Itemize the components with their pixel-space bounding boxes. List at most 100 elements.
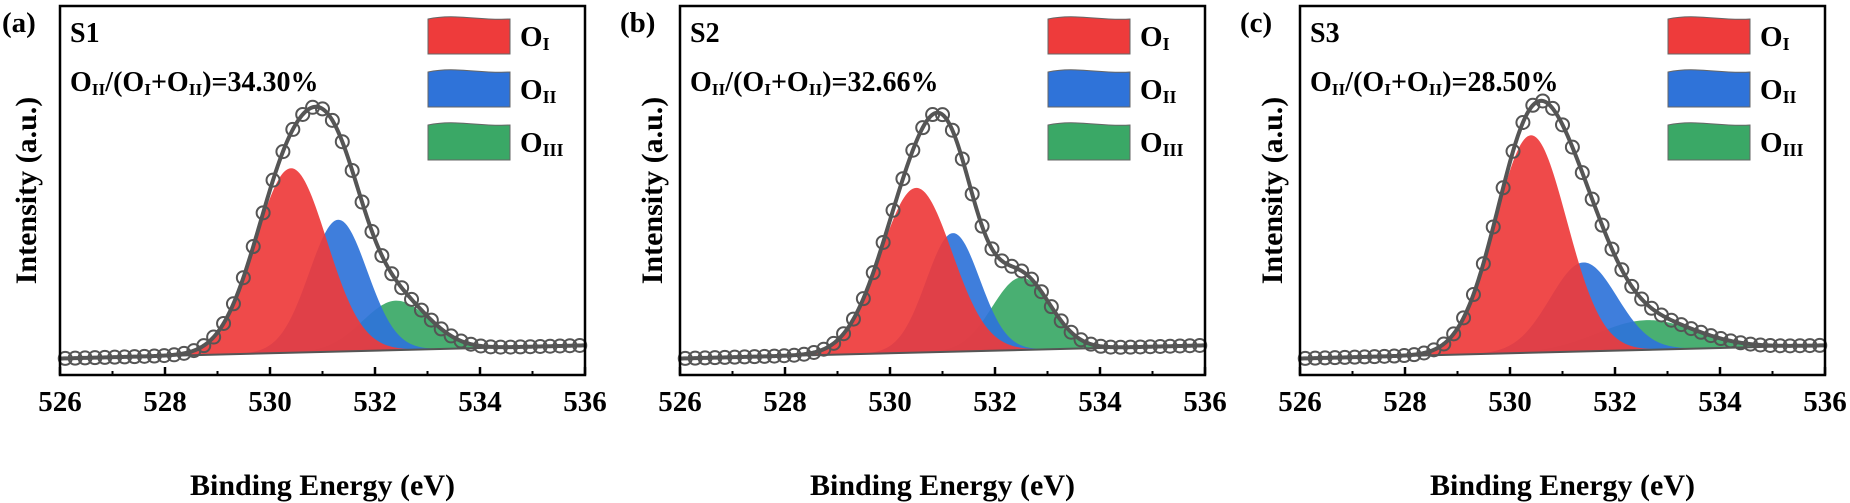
data-marker xyxy=(305,99,321,115)
data-marker xyxy=(865,265,881,281)
data-marker xyxy=(885,202,901,218)
legend-label-o-ii: OII xyxy=(1760,74,1797,107)
panel-a: 526 528 530 532 534 536 Binding Energy (eV) Int… xyxy=(2,4,607,502)
data-marker xyxy=(1485,219,1501,235)
panel-b: 526 528 530 532 534 536 Binding Energy (eV) Int… xyxy=(620,4,1227,502)
x-tick-label: 536 xyxy=(1803,386,1847,418)
legend-label-o-ii: OII xyxy=(520,74,557,107)
x-tick-label: 536 xyxy=(1183,386,1227,418)
data-marker xyxy=(423,312,439,328)
data-marker xyxy=(1505,143,1521,159)
data-marker xyxy=(1515,115,1531,130)
y-axis-label: Intensity (a.u.) xyxy=(1256,97,1289,285)
data-marker xyxy=(324,112,340,128)
data-marker xyxy=(176,345,192,361)
data-marker xyxy=(1762,337,1778,353)
data-marker xyxy=(875,234,891,250)
data-marker xyxy=(687,350,703,366)
data-marker xyxy=(117,349,133,365)
data-marker xyxy=(522,339,538,355)
data-marker xyxy=(1465,287,1481,303)
data-marker xyxy=(1043,299,1059,315)
data-marker xyxy=(1093,338,1109,354)
x-tick-label: 532 xyxy=(973,386,1017,418)
data-marker xyxy=(944,122,960,138)
data-marker xyxy=(796,346,812,362)
legend-swatch-o-iii xyxy=(1047,122,1131,161)
data-marker xyxy=(394,280,410,296)
data-marker xyxy=(727,349,743,365)
data-marker xyxy=(295,106,311,122)
legend-swatch-o-iii xyxy=(427,122,511,161)
data-marker xyxy=(344,162,360,178)
x-axis-label: Binding Energy (eV) xyxy=(1430,469,1695,502)
data-marker xyxy=(1703,328,1719,344)
legend-swatch-o-ii xyxy=(427,69,511,108)
data-marker xyxy=(1376,348,1392,364)
data-marker xyxy=(766,348,782,364)
sample-title: S2 xyxy=(690,18,720,49)
data-marker xyxy=(697,350,713,366)
data-marker xyxy=(1132,339,1148,355)
legend-swatch-o-i xyxy=(1047,16,1131,55)
peak-o-i xyxy=(1300,135,1825,359)
data-marker xyxy=(1317,350,1333,366)
data-marker xyxy=(786,347,802,363)
sample-title: S3 xyxy=(1310,18,1340,49)
data-marker xyxy=(1113,339,1129,355)
x-tick-label: 526 xyxy=(658,386,702,418)
data-marker xyxy=(1475,256,1491,272)
x-tick-label: 526 xyxy=(38,386,82,418)
data-marker xyxy=(1733,335,1749,351)
legend-label-o-i: OI xyxy=(1760,21,1790,54)
data-marker xyxy=(1535,93,1551,109)
data-marker xyxy=(1525,97,1541,113)
data-marker xyxy=(1792,338,1808,354)
data-marker xyxy=(512,339,528,355)
data-marker xyxy=(374,248,390,264)
data-marker xyxy=(1456,310,1472,326)
data-marker xyxy=(453,333,469,349)
x-tick-label: 528 xyxy=(763,386,807,418)
legend-label-o-ii: OII xyxy=(1140,74,1177,107)
legend-swatch-o-iii xyxy=(1667,122,1751,161)
legend-label-o-iii: OIII xyxy=(1760,127,1804,160)
data-marker xyxy=(354,194,370,210)
data-marker xyxy=(473,338,489,354)
data-marker xyxy=(1386,348,1402,364)
data-marker xyxy=(97,349,113,365)
data-marker xyxy=(836,326,852,342)
data-marker xyxy=(1436,336,1452,352)
data-marker xyxy=(1574,165,1590,181)
data-marker xyxy=(483,339,499,355)
panel-letter: (b) xyxy=(620,7,655,39)
data-marker xyxy=(463,336,479,352)
data-marker xyxy=(1673,317,1689,333)
data-marker xyxy=(1802,338,1818,354)
x-tick-label: 532 xyxy=(353,386,397,418)
legend-label-o-iii: OIII xyxy=(520,127,564,160)
data-marker xyxy=(413,302,429,318)
legend-swatch-o-ii xyxy=(1667,69,1751,108)
x-axis-label: Binding Energy (eV) xyxy=(190,469,455,502)
x-tick-label: 536 xyxy=(563,386,607,418)
data-marker xyxy=(196,338,212,354)
panel-c: 526 528 530 532 534 536 Binding Energy (eV) Int… xyxy=(1240,4,1847,502)
legend-swatch-o-i xyxy=(1667,16,1751,55)
data-marker xyxy=(433,321,449,337)
data-marker xyxy=(1446,326,1462,342)
data-marker xyxy=(954,151,970,167)
data-marker xyxy=(216,315,232,331)
data-marker xyxy=(1752,337,1768,353)
data-marker xyxy=(502,339,518,355)
data-marker xyxy=(1053,313,1069,329)
data-marker xyxy=(225,296,241,312)
data-marker xyxy=(156,348,172,364)
sample-title: S1 xyxy=(70,18,100,49)
data-marker xyxy=(1063,324,1079,340)
data-marker xyxy=(285,121,301,137)
data-marker xyxy=(542,338,558,354)
data-marker xyxy=(1555,117,1570,133)
ratio-annotation: OII/(OI+OII)=32.66% xyxy=(690,67,939,99)
